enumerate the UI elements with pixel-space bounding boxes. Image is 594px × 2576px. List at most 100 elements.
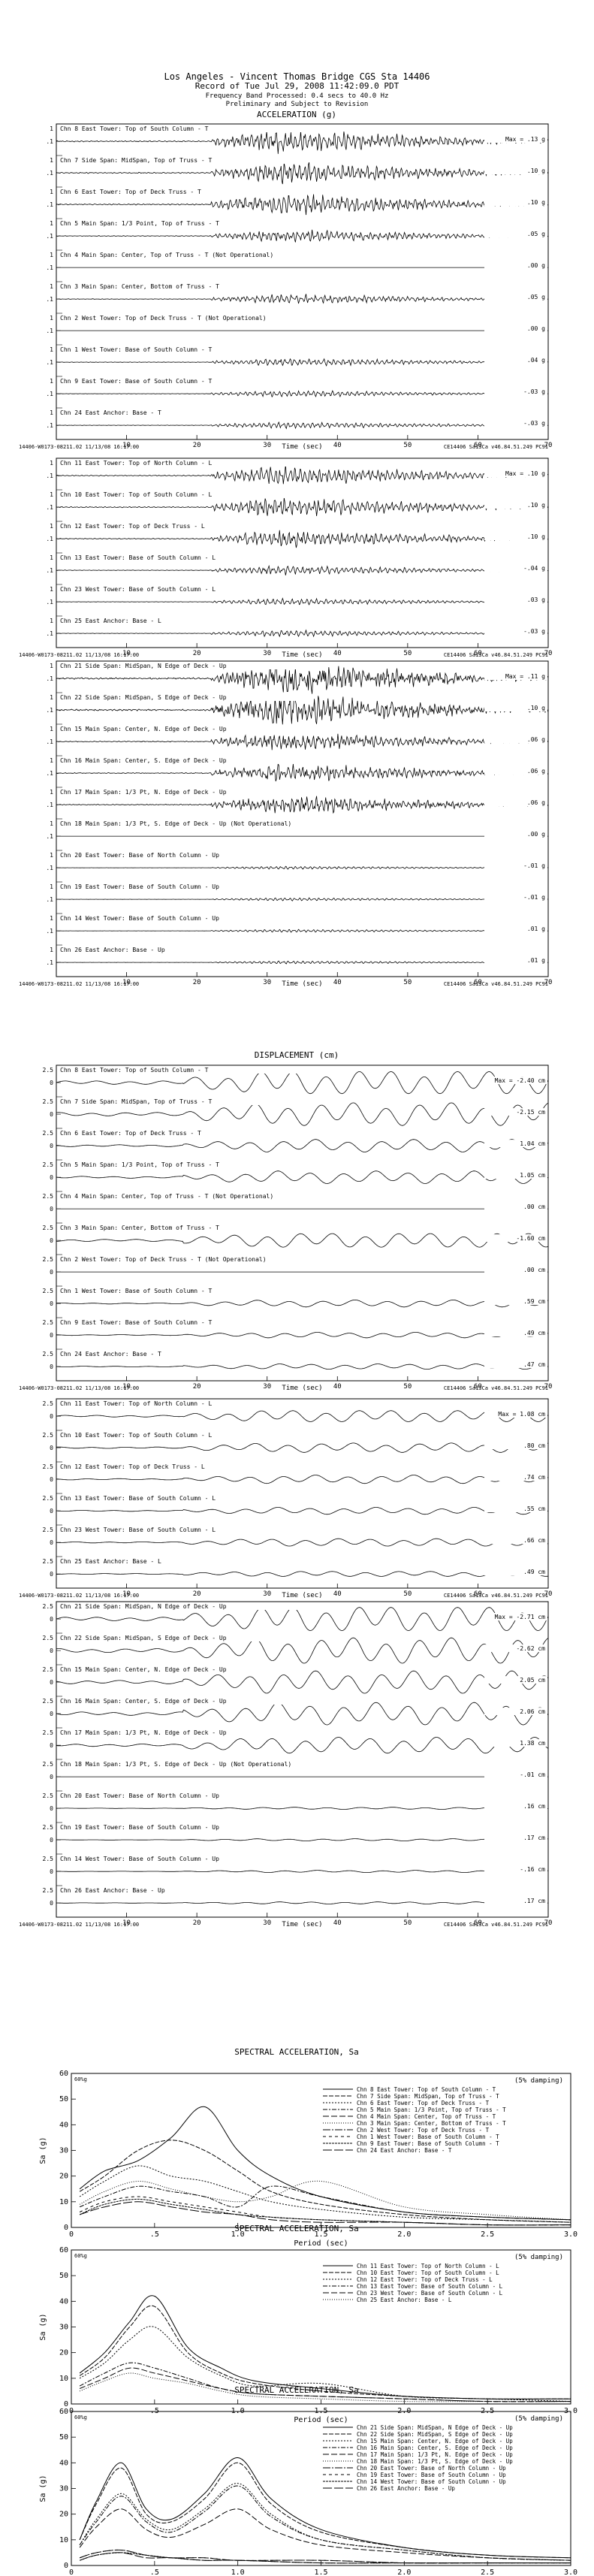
- spectrum-series-line: [79, 2305, 571, 2399]
- footer-left: 14406-W0173-08211.02 11/13/08 16:17:00: [19, 1922, 139, 1928]
- y-tick-label: .1: [46, 770, 53, 777]
- label-backdrop: [57, 756, 305, 764]
- y-tick-label: 1: [50, 523, 53, 530]
- y-tick-label: 0: [50, 1300, 53, 1307]
- spectrum-series-line: [79, 2483, 571, 2561]
- footer-right: CE14406 Sa13Ca v46.84.51.249 PC91: [444, 1385, 548, 1391]
- trace-line: [56, 663, 549, 694]
- y-tick-label: 0: [50, 1363, 53, 1370]
- label-backdrop: [57, 1526, 305, 1533]
- trace-line: [56, 694, 549, 725]
- peak-value: .16 cm: [523, 1803, 545, 1810]
- y-tick-label: 0: [50, 1237, 53, 1244]
- trace-line: [56, 192, 549, 216]
- trace-label: Chn 8 East Tower: Top of South Column - …: [60, 125, 209, 132]
- peak-value: .49 cm: [523, 1330, 545, 1336]
- trace-line: [56, 1838, 549, 1841]
- trace-line: [56, 162, 549, 185]
- peak-value: .00 cm: [523, 1203, 545, 1210]
- trace-line: [56, 1475, 549, 1484]
- x-axis-label: Time (sec): [282, 980, 322, 988]
- spectrum-x-tick-label: 0: [69, 2230, 74, 2239]
- spectrum-y-top-label: 60%g: [74, 2414, 87, 2420]
- legend-entry: Chn 23 West Tower: Base of South Column …: [357, 2290, 503, 2297]
- y-tick-label: 1: [50, 189, 53, 195]
- y-tick-label: 1: [50, 315, 53, 322]
- peak-backdrop: [484, 533, 547, 541]
- y-tick-label: .1: [46, 599, 53, 605]
- legend-entry: Chn 26 East Anchor: Base - Up: [357, 2485, 455, 2492]
- peak-backdrop: [484, 704, 547, 712]
- legend-entry: Chn 17 Main Span: 1/3 Pt, N. Edge of Dec…: [357, 2451, 513, 2458]
- legend-entry: Chn 15 Main Span: Center, N. Edge of Dec…: [357, 2438, 513, 2445]
- trace-label: Chn 15 Main Span: Center, N. Edge of Dec…: [60, 726, 227, 732]
- peak-value: .00 g: [527, 831, 545, 838]
- trace-line: [56, 763, 549, 782]
- y-tick-label: 2.5: [43, 1161, 54, 1168]
- spectrum-y-top-label: 60%g: [74, 2076, 87, 2082]
- y-tick-label: 0: [50, 1616, 53, 1623]
- y-tick-label: 1: [50, 157, 53, 164]
- y-tick-label: 1: [50, 409, 53, 416]
- y-tick-label: .1: [46, 536, 53, 542]
- trace-label: Chn 22 Side Span: MidSpan, S Edge of Dec…: [60, 694, 227, 701]
- y-tick-label: .1: [46, 201, 53, 208]
- peak-backdrop: [484, 388, 547, 396]
- peak-value: -.03 g: [523, 420, 545, 427]
- label-backdrop: [57, 1855, 305, 1862]
- peak-backdrop: [484, 1171, 547, 1179]
- spectrum-y-tick-label: 60: [59, 2246, 68, 2254]
- peak-backdrop: [484, 956, 547, 965]
- spectrum-series-line: [79, 2140, 571, 2223]
- trace-line: [56, 1332, 549, 1339]
- spectrum-x-tick-label: 1.5: [314, 2568, 327, 2576]
- y-tick-label: 0: [50, 1711, 53, 1717]
- displacement-panel-frame: [56, 1065, 549, 1382]
- label-backdrop: [57, 946, 305, 953]
- label-backdrop: [57, 346, 305, 353]
- peak-value: Max = 1.08 cm: [498, 1411, 545, 1418]
- y-tick-label: .1: [46, 359, 53, 366]
- label-backdrop: [57, 662, 305, 669]
- trace-label: Chn 21 Side Span: MidSpan, N Edge of Dec…: [60, 663, 227, 669]
- trace-line: [56, 390, 549, 398]
- trace-line: [56, 1299, 549, 1308]
- peak-backdrop: [484, 925, 547, 933]
- trace-line: [56, 796, 549, 814]
- peak-value: .10 g: [527, 533, 545, 540]
- trace-line: [56, 358, 549, 367]
- peak-backdrop: [484, 1360, 547, 1369]
- spectrum-y-tick-label: 20: [59, 2511, 68, 2519]
- label-backdrop: [57, 1557, 305, 1565]
- peak-backdrop: [484, 1865, 547, 1874]
- label-backdrop: [57, 1602, 305, 1610]
- trace-line: [56, 229, 549, 243]
- y-tick-label: 1: [50, 252, 53, 258]
- y-tick-label: 1: [50, 915, 53, 922]
- spectrum-y-tick-label: 10: [59, 2375, 68, 2383]
- peak-value: .01 g: [527, 926, 545, 932]
- peak-value: .01 g: [527, 957, 545, 964]
- y-tick-label: 0: [50, 1476, 53, 1483]
- peak-value: Max = .10 g: [505, 470, 545, 477]
- peak-value: .17 cm: [523, 1898, 545, 1904]
- spectrum-y-tick-label: 50: [59, 2272, 68, 2280]
- x-tick-label: 40: [333, 979, 342, 986]
- trace-label: Chn 17 Main Span: 1/3 Pt, N. Edge of Dec…: [60, 789, 227, 796]
- x-tick-label: 10: [122, 1383, 131, 1391]
- x-tick-label: 20: [193, 442, 201, 449]
- peak-backdrop: [484, 830, 547, 838]
- y-tick-label: .1: [46, 567, 53, 574]
- label-backdrop: [57, 125, 305, 132]
- peak-value: .05 g: [527, 231, 545, 237]
- peak-value: Max = -2.71 cm: [495, 1614, 546, 1620]
- trace-label: Chn 9 East Tower: Base of South Column -…: [60, 378, 212, 385]
- label-backdrop: [57, 693, 305, 701]
- y-tick-label: 1: [50, 757, 53, 764]
- y-tick-label: 1: [50, 554, 53, 561]
- legend-entry: Chn 3 Main Span: Center, Bottom of Truss…: [357, 2120, 506, 2127]
- y-tick-label: .1: [46, 738, 53, 745]
- y-tick-label: 1: [50, 663, 53, 669]
- peak-backdrop: [484, 325, 547, 333]
- y-tick-label: 0: [50, 1143, 53, 1149]
